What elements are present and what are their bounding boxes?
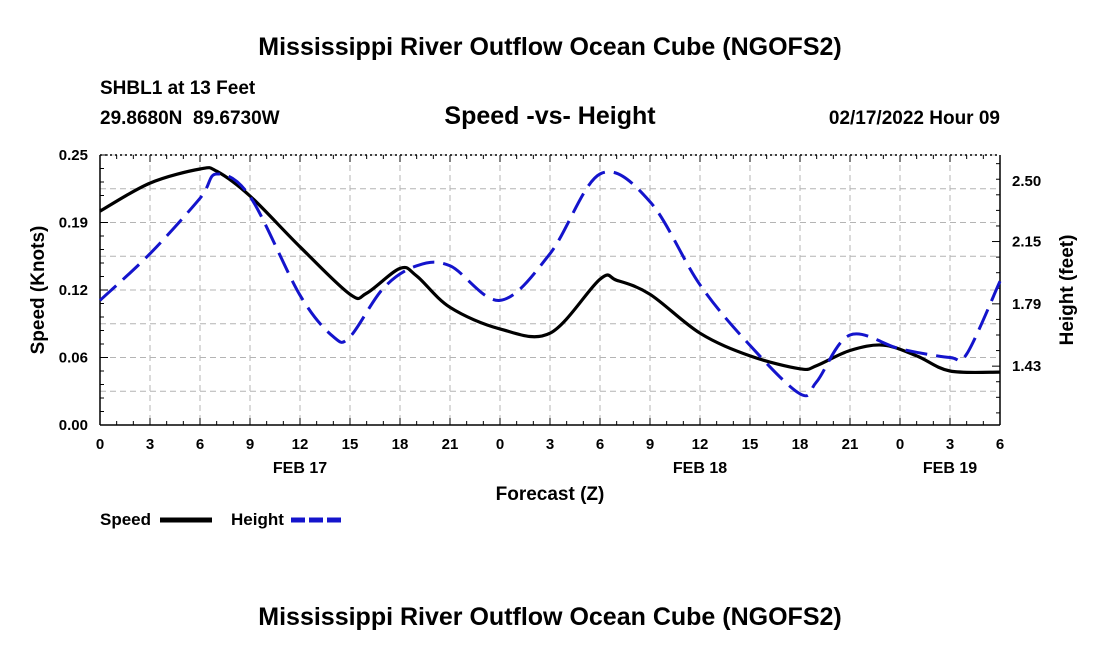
y-tick-label: 0.12 <box>59 282 88 299</box>
date-label: FEB 18 <box>673 460 727 477</box>
y-tick-label: 0.06 <box>59 350 88 367</box>
x-tick-label: 0 <box>496 436 504 453</box>
y-tick-label: 0.00 <box>59 417 88 434</box>
x-tick-label: 6 <box>996 436 1004 453</box>
y-tick-label: 0.25 <box>59 147 88 164</box>
axes: 0 3 6 9 12 15 18 21 0 3 6 9 12 15 18 21 0 3 6 FEB 17 FEB 18 F… <box>59 147 1041 477</box>
x-tick-label: 0 <box>96 436 104 453</box>
y2-tick-label: 1.79 <box>1012 296 1041 313</box>
x-tick-label: 18 <box>792 436 809 453</box>
date-label: FEB 19 <box>923 460 977 477</box>
legend-speed-label: Speed <box>100 510 151 529</box>
station-coords: 29.8680N 89.6730W <box>100 108 280 129</box>
chart-title: Speed -vs- Height <box>444 102 656 130</box>
x-tick-label: 3 <box>146 436 154 453</box>
y2-tick-label: 1.43 <box>1012 358 1041 375</box>
x-axis-label: Forecast (Z) <box>496 484 605 505</box>
station-name: SHBL1 at 13 Feet <box>100 78 256 99</box>
y2-axis-label: Height (feet) <box>1057 235 1078 346</box>
y-tick-label: 0.19 <box>59 215 88 232</box>
data-series <box>98 166 1002 398</box>
x-tick-label: 3 <box>946 436 954 453</box>
x-tick-label: 0 <box>896 436 904 453</box>
x-tick-label: 12 <box>692 436 709 453</box>
legend-height-label: Height <box>231 510 284 529</box>
x-tick-label: 6 <box>596 436 604 453</box>
legend: Speed Height <box>100 510 343 529</box>
date-label: FEB 17 <box>273 460 327 477</box>
x-tick-label: 9 <box>246 436 254 453</box>
x-tick-label: 18 <box>392 436 409 453</box>
x-tick-label: 21 <box>842 436 859 453</box>
y2-tick-label: 2.50 <box>1012 173 1041 190</box>
x-tick-label: 6 <box>196 436 204 453</box>
series-line-height <box>98 170 1002 398</box>
gridlines <box>99 154 1001 426</box>
x-tick-label: 15 <box>742 436 759 453</box>
x-tick-label: 21 <box>442 436 459 453</box>
x-tick-label: 9 <box>646 436 654 453</box>
footer-title: Mississippi River Outflow Ocean Cube (NG… <box>258 603 841 631</box>
forecast-datetime: 02/17/2022 Hour 09 <box>829 108 1000 129</box>
x-tick-label: 15 <box>342 436 359 453</box>
x-tick-label: 12 <box>292 436 309 453</box>
series-line-speed <box>99 166 1001 375</box>
x-tick-label: 3 <box>546 436 554 453</box>
y2-tick-label: 2.15 <box>1012 234 1041 251</box>
page-title: Mississippi River Outflow Ocean Cube (NG… <box>258 33 841 61</box>
y-axis-label: Speed (Knots) <box>28 226 49 355</box>
